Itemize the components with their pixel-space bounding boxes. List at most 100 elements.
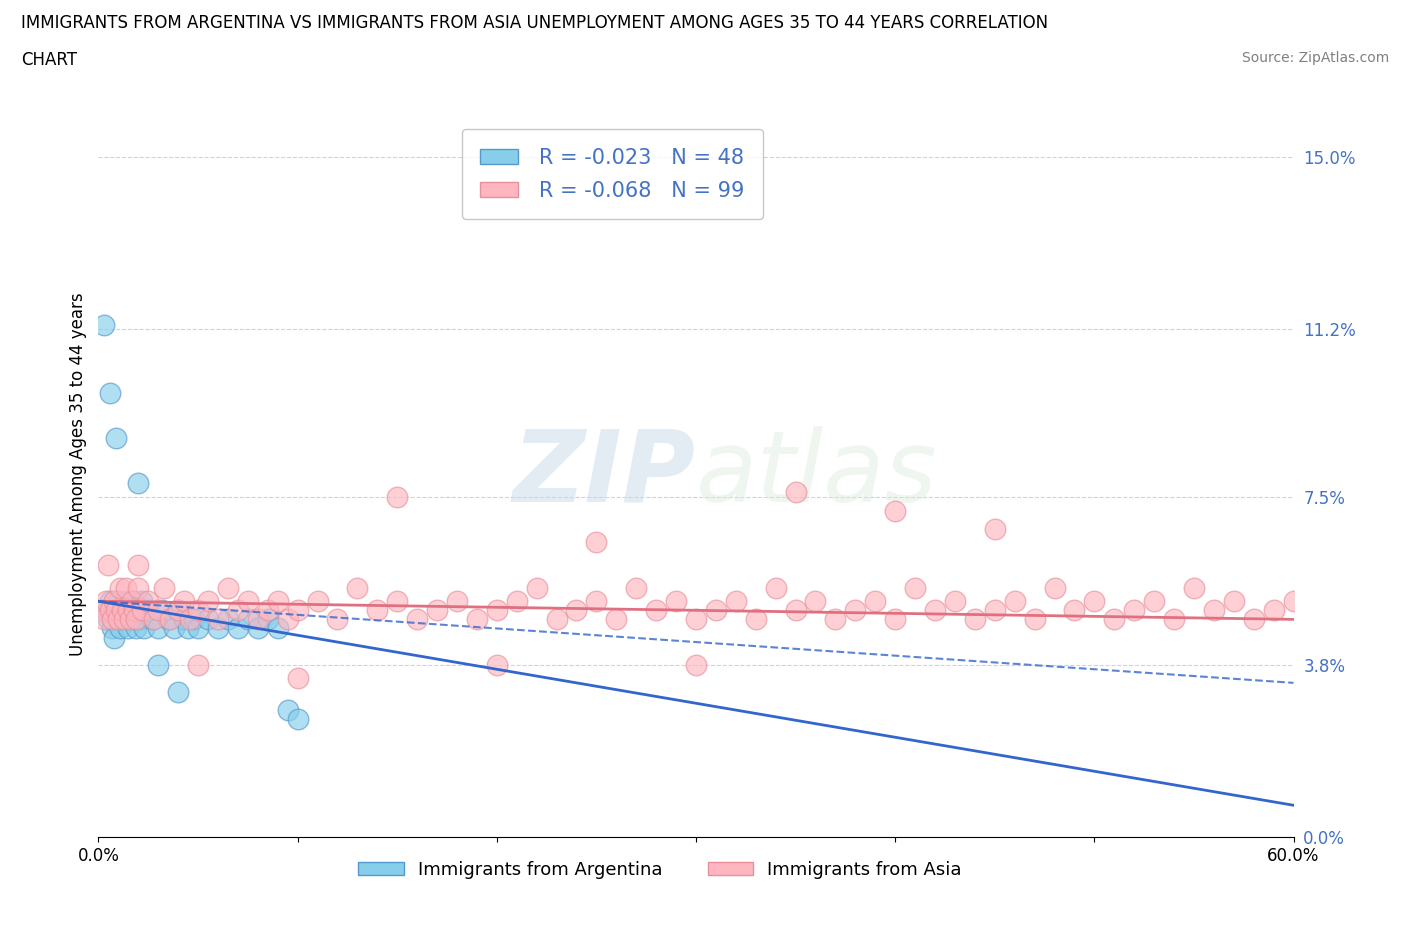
Point xyxy=(267,594,290,609)
Point xyxy=(207,621,229,636)
Point xyxy=(585,535,607,550)
Point xyxy=(129,612,152,627)
Point xyxy=(546,612,568,627)
Point xyxy=(246,612,269,627)
Point xyxy=(1143,594,1166,609)
Point xyxy=(93,612,115,627)
Point xyxy=(110,621,132,636)
Point xyxy=(105,431,128,445)
Point xyxy=(167,684,190,699)
Point xyxy=(103,631,125,645)
Point xyxy=(117,621,139,636)
Point xyxy=(197,594,219,609)
Point xyxy=(924,603,946,618)
Point xyxy=(1202,603,1225,618)
Point xyxy=(645,603,668,618)
Point xyxy=(963,612,986,627)
Point xyxy=(98,385,122,400)
Text: CHART: CHART xyxy=(21,51,77,69)
Point xyxy=(153,580,176,595)
Point xyxy=(1243,612,1265,627)
Point xyxy=(1163,612,1185,627)
Point xyxy=(804,594,827,609)
Point xyxy=(150,603,173,618)
Point xyxy=(115,580,138,595)
Point xyxy=(121,612,143,627)
Point xyxy=(1083,594,1105,609)
Point xyxy=(107,612,129,627)
Point xyxy=(1263,603,1285,618)
Point xyxy=(97,612,120,627)
Point xyxy=(98,594,122,609)
Point xyxy=(865,594,887,609)
Point xyxy=(1063,603,1085,618)
Point xyxy=(267,621,290,636)
Point xyxy=(124,603,146,618)
Point xyxy=(177,621,200,636)
Point xyxy=(105,603,128,618)
Point xyxy=(426,603,449,618)
Point xyxy=(148,621,170,636)
Point xyxy=(385,594,409,609)
Point xyxy=(110,580,132,595)
Text: atlas: atlas xyxy=(696,426,938,523)
Point xyxy=(157,612,180,627)
Point xyxy=(1223,594,1246,609)
Point xyxy=(765,580,787,595)
Point xyxy=(585,594,607,609)
Point xyxy=(256,603,278,618)
Point xyxy=(103,594,125,609)
Point xyxy=(131,603,153,618)
Point xyxy=(1182,580,1205,595)
Point xyxy=(207,612,229,627)
Point xyxy=(884,503,907,518)
Point xyxy=(1043,580,1066,595)
Point xyxy=(111,603,134,618)
Point xyxy=(163,621,186,636)
Point xyxy=(112,612,135,627)
Point xyxy=(107,612,129,627)
Point xyxy=(127,558,149,573)
Point xyxy=(115,594,138,609)
Point xyxy=(217,612,239,627)
Point xyxy=(179,612,201,627)
Text: Source: ZipAtlas.com: Source: ZipAtlas.com xyxy=(1241,51,1389,65)
Point xyxy=(1104,612,1126,627)
Point xyxy=(785,603,807,618)
Point xyxy=(984,521,1007,536)
Point xyxy=(287,671,309,685)
Point xyxy=(173,612,195,627)
Point xyxy=(246,621,269,636)
Point xyxy=(385,489,409,504)
Point xyxy=(127,603,149,618)
Point xyxy=(565,603,588,618)
Point xyxy=(136,594,159,609)
Point xyxy=(665,594,688,609)
Point xyxy=(485,658,508,672)
Point xyxy=(785,485,807,500)
Point xyxy=(127,476,149,491)
Point xyxy=(125,612,148,627)
Point xyxy=(98,603,122,618)
Point xyxy=(277,612,299,627)
Point xyxy=(197,612,219,627)
Point xyxy=(120,612,142,627)
Point xyxy=(277,703,299,718)
Point xyxy=(148,658,170,672)
Point xyxy=(605,612,627,627)
Point xyxy=(626,580,648,595)
Point xyxy=(465,612,488,627)
Point xyxy=(101,612,124,627)
Point xyxy=(112,612,135,627)
Point xyxy=(1024,612,1046,627)
Point xyxy=(148,603,170,618)
Text: IMMIGRANTS FROM ARGENTINA VS IMMIGRANTS FROM ASIA UNEMPLOYMENT AMONG AGES 35 TO : IMMIGRANTS FROM ARGENTINA VS IMMIGRANTS … xyxy=(21,14,1049,32)
Point xyxy=(1004,594,1026,609)
Point xyxy=(685,658,707,672)
Point xyxy=(526,580,548,595)
Point xyxy=(187,621,209,636)
Point xyxy=(97,558,120,573)
Point xyxy=(159,612,181,627)
Y-axis label: Unemployment Among Ages 35 to 44 years: Unemployment Among Ages 35 to 44 years xyxy=(69,293,87,656)
Point xyxy=(685,612,707,627)
